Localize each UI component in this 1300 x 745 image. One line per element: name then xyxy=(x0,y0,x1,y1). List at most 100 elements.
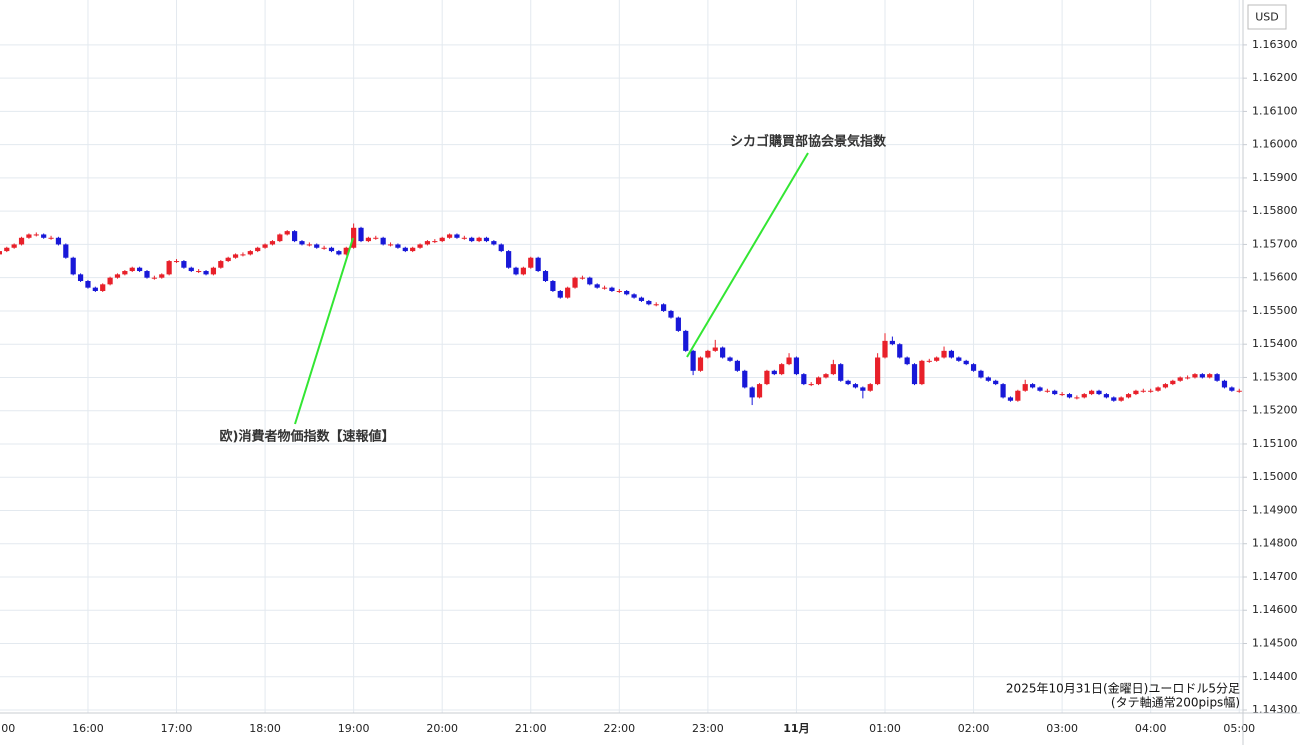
candle-body xyxy=(1066,394,1073,398)
candle-body xyxy=(1059,394,1065,396)
y-tick-label: 1.14600 xyxy=(1252,603,1298,616)
y-tick-label: 1.14800 xyxy=(1252,537,1298,550)
candle-body xyxy=(1030,384,1036,388)
x-tick-label: 15:00 xyxy=(0,722,15,735)
candle-body xyxy=(336,251,342,255)
x-tick-label: 18:00 xyxy=(249,722,281,735)
candle-body xyxy=(845,380,851,385)
candle-body xyxy=(801,374,807,385)
candle-body xyxy=(77,274,84,282)
candle-body xyxy=(232,254,239,258)
candle-body xyxy=(668,310,674,318)
candle-body xyxy=(675,317,681,331)
candle-body xyxy=(129,267,135,272)
candle-body xyxy=(144,271,150,278)
x-tick-label: 04:00 xyxy=(1135,722,1167,735)
y-tick-label: 1.14700 xyxy=(1252,570,1298,583)
candle-body xyxy=(786,357,792,365)
y-tick-label: 1.15300 xyxy=(1252,370,1298,383)
y-tick-label: 1.15700 xyxy=(1252,237,1298,250)
candle-body xyxy=(1118,397,1124,401)
candle-body xyxy=(638,297,645,301)
candle-body xyxy=(1148,390,1154,392)
candle-body xyxy=(764,370,770,385)
annotation-line xyxy=(294,237,354,425)
candle-body xyxy=(941,350,947,358)
candle-body xyxy=(565,287,571,298)
candle-body xyxy=(815,377,822,385)
candle-body xyxy=(948,350,955,358)
candle-body xyxy=(166,261,172,275)
candle-body xyxy=(439,237,445,242)
annotation: シカゴ購買部協会景気指数 xyxy=(730,134,887,150)
y-tick-label: 1.14300 xyxy=(1252,703,1298,716)
y-tick-label: 1.16200 xyxy=(1252,71,1298,84)
candle-body xyxy=(255,247,261,252)
candle-body xyxy=(11,244,17,248)
candle-body xyxy=(646,300,652,305)
candle-body xyxy=(395,244,401,248)
candle-body xyxy=(41,234,47,238)
candle-body xyxy=(513,267,519,275)
candle-body xyxy=(926,360,932,362)
candle-body xyxy=(181,261,187,268)
candle-body xyxy=(528,257,534,268)
candle-body xyxy=(616,290,622,292)
candle-body xyxy=(823,374,829,378)
y-tick-label: 1.16100 xyxy=(1252,104,1298,117)
candle-body xyxy=(151,277,157,279)
candle-body xyxy=(779,364,785,375)
candle-body xyxy=(1133,390,1139,395)
candle-body xyxy=(793,357,800,375)
y-tick-label: 1.14900 xyxy=(1252,503,1298,516)
candle-body xyxy=(247,251,253,255)
candle-body xyxy=(55,237,62,245)
candle-body xyxy=(1089,390,1095,395)
candle-body xyxy=(970,364,977,371)
candle-body xyxy=(911,364,918,385)
candle-body xyxy=(867,384,873,391)
candle-body xyxy=(365,237,371,242)
candle-body xyxy=(985,377,991,381)
candle-body xyxy=(919,360,925,385)
candle-body xyxy=(749,387,755,398)
candle-body xyxy=(1081,394,1087,398)
candle-body xyxy=(1162,384,1169,388)
candle-body xyxy=(159,274,165,278)
candle-body xyxy=(661,304,667,311)
candle-body xyxy=(173,261,180,263)
candle-body xyxy=(1015,390,1021,401)
candle-body xyxy=(269,241,276,245)
candle-body xyxy=(63,244,69,258)
candle-body xyxy=(424,241,431,245)
candle-body xyxy=(218,261,224,268)
candle-body xyxy=(114,274,121,278)
candle-body xyxy=(402,247,408,252)
candle-body xyxy=(461,237,467,239)
candle-body xyxy=(351,227,357,248)
candle-body xyxy=(727,357,733,361)
candle-body xyxy=(262,244,268,248)
candle-body xyxy=(417,244,423,248)
currency-box xyxy=(1247,4,1287,30)
y-tick-label: 1.15800 xyxy=(1252,204,1298,217)
x-tick-label: 05:00 xyxy=(1223,722,1255,735)
candle-body xyxy=(277,234,283,242)
y-tick-label: 1.16000 xyxy=(1252,138,1298,151)
candle-body xyxy=(122,271,128,275)
candle-body xyxy=(631,294,637,298)
candle-body xyxy=(100,284,106,291)
y-tick-label: 1.15100 xyxy=(1252,437,1298,450)
candle-body xyxy=(380,237,386,245)
x-tick-label: 22:00 xyxy=(603,722,635,735)
candle-body xyxy=(328,247,335,252)
y-tick-label: 1.14500 xyxy=(1252,636,1298,649)
candle-body xyxy=(358,227,364,242)
candle-body xyxy=(1037,387,1043,391)
x-tick-label: 02:00 xyxy=(958,722,990,735)
x-tick-label: 01:00 xyxy=(869,722,901,735)
candle-body xyxy=(299,241,305,245)
candle-body xyxy=(624,290,630,295)
candle-body xyxy=(240,254,246,256)
x-tick-label: 17:00 xyxy=(161,722,193,735)
